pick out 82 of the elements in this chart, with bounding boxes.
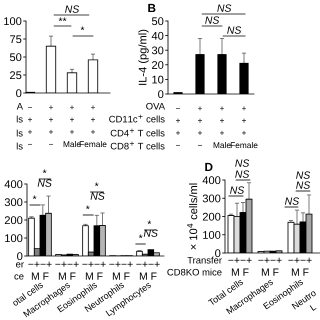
annotation: NS: [90, 192, 105, 200]
text: −+−+: [28, 262, 52, 267]
y-tick-label: 10: [152, 76, 164, 84]
annotation: NS: [230, 186, 244, 194]
text: ls: [16, 130, 23, 137]
y-tick-label: 20: [152, 61, 164, 69]
annotation: *: [147, 220, 152, 224]
y-tick-label: 30: [152, 46, 164, 54]
x-tick-label: + + + −: [198, 106, 202, 146]
text: CD11c$^{+}$ cells: [109, 114, 165, 122]
text: −+−+: [55, 262, 79, 267]
y-tick-label: 40: [152, 32, 164, 40]
text: M F: [292, 268, 309, 276]
y-tick-label: 0: [16, 89, 22, 98]
annotation: *: [80, 26, 84, 30]
text: CD8$^{+}$ T cells: [110, 142, 165, 150]
text: NS: [235, 170, 250, 178]
text: NS: [217, 4, 232, 12]
text: CD8KO mice: [167, 268, 222, 276]
y-tick-label: 50: [10, 53, 22, 62]
y-tick-label: 200: [202, 212, 220, 221]
annotation: **: [58, 18, 66, 22]
annotation: NS: [227, 26, 242, 34]
annotation: NS: [296, 181, 310, 189]
text: *: [42, 170, 46, 174]
text: CD4$^{+}$ T cells: [110, 128, 165, 136]
x-tick-label: + + + Female: [80, 105, 107, 148]
y-tick-label: 0: [158, 90, 164, 98]
y-tick-label: 100: [5, 234, 22, 242]
annotation: NS: [38, 179, 52, 187]
text: −+−+: [136, 262, 160, 267]
y-tick-label: 400: [4, 180, 22, 188]
annotation: NS: [284, 197, 300, 205]
y-tick-label: 400: [202, 176, 220, 184]
y-tick-label: 100: [4, 17, 22, 26]
x-tick-label: + + + Female: [230, 106, 258, 148]
text: −+−+: [82, 262, 106, 267]
text: ls: [16, 142, 23, 150]
text: −+−+: [258, 258, 282, 263]
text: Transfer: [187, 256, 222, 264]
text: NS: [235, 159, 250, 167]
text: M F: [32, 272, 49, 280]
x-tick-label: + + + −: [48, 105, 54, 145]
text: M F: [140, 272, 157, 280]
annotation: *: [32, 196, 36, 200]
text: A: [16, 102, 23, 110]
text: M F: [86, 272, 103, 280]
chart-title: D: [205, 162, 213, 172]
annotation: *: [86, 206, 90, 210]
text: NS: [65, 5, 80, 13]
y-tick-label: 25: [10, 71, 22, 80]
y-tick-label: 100: [203, 231, 220, 239]
chart-title: B: [148, 4, 156, 12]
text: er: [16, 262, 24, 268]
text: M F: [262, 268, 279, 276]
y-tick-label: 300: [202, 194, 220, 202]
y-tick-label: 75: [10, 35, 22, 44]
x-tick-label: + + + Male: [214, 106, 231, 148]
text: OVA: [146, 102, 165, 110]
annotation: *: [138, 234, 143, 238]
y-axis-title: IL-4 (pg/ml): [138, 30, 149, 85]
annotation: NS: [144, 229, 158, 237]
x-tick-label: − + + −: [176, 108, 180, 146]
y-tick-label: 300: [4, 198, 22, 206]
annotation: *: [94, 182, 99, 186]
x-tick-label: + + + Male: [64, 105, 81, 148]
y-tick-label: 50: [152, 17, 164, 26]
text: M F: [232, 268, 249, 276]
y-tick-label: 200: [4, 216, 22, 224]
x-tick-label: − + + −: [28, 107, 32, 145]
annotation: NS: [205, 16, 220, 24]
text: M F: [112, 272, 130, 280]
text: −+−+: [109, 262, 133, 267]
text: −+−+: [288, 258, 312, 263]
y-axis-title: × 10$^{4}$ cells/ml: [187, 184, 198, 250]
text: ls: [16, 116, 23, 123]
text: NS: [296, 171, 310, 179]
text: M F: [58, 272, 76, 280]
text: −+−+: [228, 258, 252, 263]
y-tick-label: 0: [17, 252, 22, 260]
text: ce: [14, 274, 24, 280]
y-tick-label: 0: [215, 249, 220, 258]
